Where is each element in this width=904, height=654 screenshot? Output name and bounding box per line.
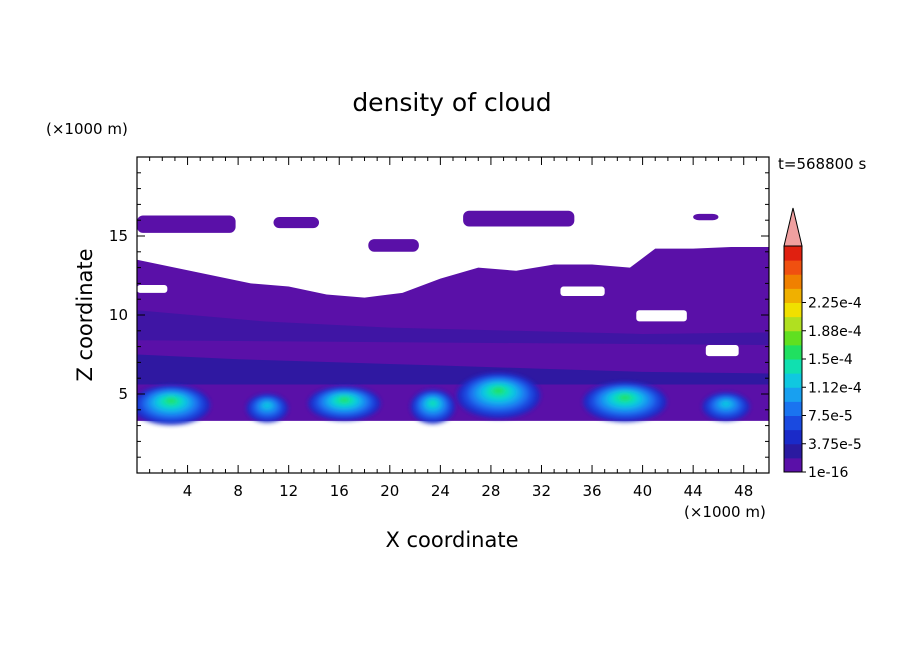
x-tick-label: 8 [233,482,243,500]
colorbar-swatch [784,330,802,346]
colorbar-swatch [784,387,802,402]
convective-core [583,381,667,422]
colorbar-swatch [784,274,802,289]
core-level [429,400,437,406]
chart-title: density of cloud [352,88,551,117]
x-tick-label: 12 [279,482,298,500]
convective-core [137,385,211,425]
y-tick-label: 5 [118,385,128,403]
x-tick-label: 48 [734,482,753,500]
colorbar-label: 1.5e-4 [808,352,853,368]
upper-cloud-layer [273,217,320,229]
convective-core [308,386,381,421]
density-field [137,210,769,425]
clear-patch [560,286,605,297]
colorbar-swatch [784,316,802,332]
colorbar-swatch [784,246,802,261]
colorbar-swatch [784,443,802,459]
x-tick-label: 4 [183,482,193,500]
colorbar-label: 1.88e-4 [808,324,862,340]
clear-patch [636,310,687,322]
colorbar-swatch [784,415,802,431]
colorbar-label: 7.5e-5 [808,409,853,425]
x-axis: 4 8 12 16 20 24 28 32 36 40 44 48 [149,157,757,500]
x-tick-label: 36 [582,482,601,500]
colorbar-swatch [784,429,802,445]
x-tick-label: 20 [380,482,399,500]
clear-patch [137,284,168,293]
colorbar-swatch [784,401,802,416]
colorbar-swatch [784,288,802,303]
y-tick-label: 15 [109,227,128,245]
x-tick-label: 28 [481,482,500,500]
core-level [492,387,505,394]
x-tick-label: 16 [330,482,349,500]
x-tick-label: 44 [684,482,703,500]
core-level [165,397,177,404]
upper-cloud-layer [368,239,419,252]
colorbar-label: 1.12e-4 [808,380,862,396]
colorbar-swatch [784,344,802,360]
y-axis-unit: (×1000 m) [46,120,128,138]
colorbar-extend-arrow [783,207,803,247]
time-label: t=568800 s [778,155,866,173]
colorbar-label: 2.25e-4 [808,296,862,312]
colorbar-swatch [784,373,802,388]
colorbar-swatch [784,457,802,473]
colorbar-swatch [784,359,802,374]
core-level [339,397,350,403]
upper-cloud-layer [137,215,236,233]
core-level [618,394,631,401]
y-tick-label: 10 [109,306,128,324]
x-tick-label: 40 [633,482,652,500]
colorbar-label: 1e-16 [808,465,848,481]
colorbar-label: 3.75e-5 [808,437,862,453]
core-level [721,400,731,407]
y-axis-label: Z coordinate [73,248,97,381]
convective-core [456,372,541,419]
convective-core [410,389,456,424]
clear-patch [705,345,739,357]
y-axis: 5 10 15 [109,172,769,458]
cloud-band [137,310,769,346]
x-axis-label: X coordinate [385,528,518,552]
colorbar-swatch [784,260,802,275]
convective-core [702,392,750,421]
colorbar: 1e-16 3.75e-5 7.5e-5 1.12e-4 1.5e-4 1.88e-4 2.… [783,207,862,481]
x-tick-label: 32 [532,482,551,500]
upper-cloud-layer [693,213,719,221]
colorbar-swatch [784,302,802,318]
core-level [263,402,272,409]
convective-core [246,394,289,423]
upper-cloud-layer [463,210,575,227]
x-axis-unit: (×1000 m) [684,503,766,521]
x-tick-label: 24 [431,482,450,500]
cloud-band [137,354,769,385]
